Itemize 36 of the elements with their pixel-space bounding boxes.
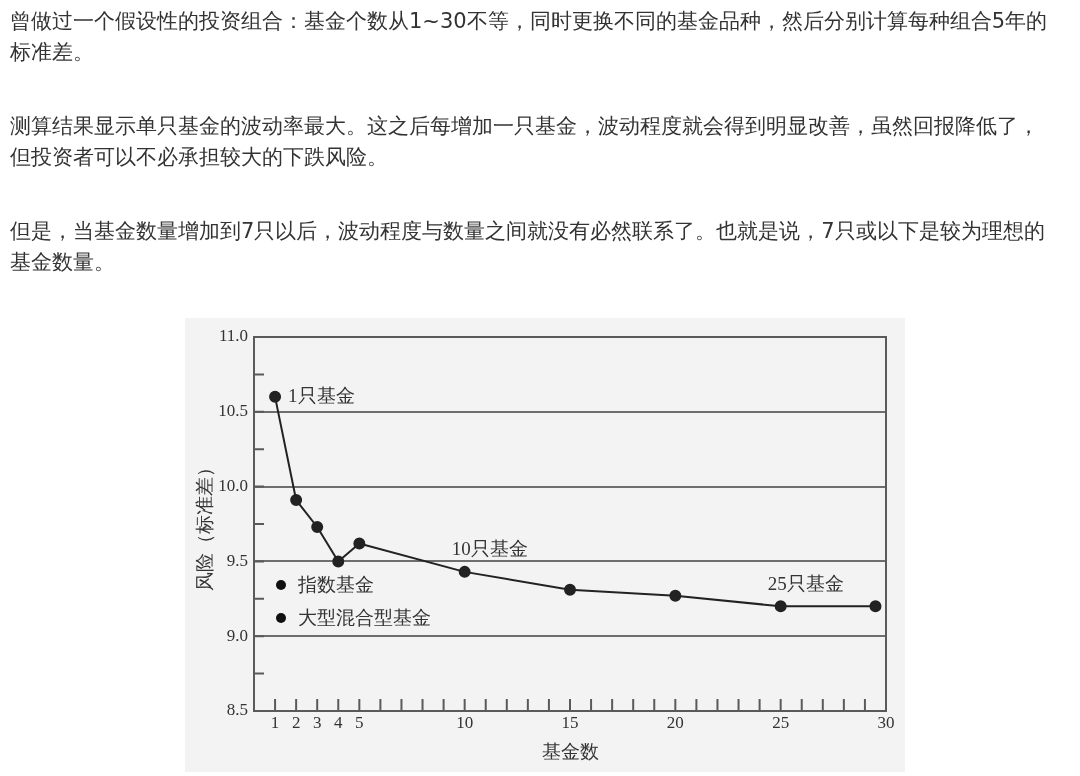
x-tick-label: 4	[334, 712, 344, 732]
y-tick-label: 10.5	[218, 401, 248, 421]
annotation: 25只基金	[767, 572, 844, 594]
x-tick-label: 20	[666, 712, 684, 732]
point	[353, 537, 366, 550]
x-tick-label: 2	[291, 712, 301, 732]
x-tick-label: 3	[312, 712, 322, 732]
x-tick-label: 30	[877, 712, 895, 732]
x-tick-label: 15	[561, 712, 579, 732]
y-tick-label: 9.0	[226, 625, 248, 645]
x-tick-label: 1	[270, 712, 280, 732]
point	[564, 583, 576, 596]
point	[311, 520, 324, 533]
x-tick-label: 10	[456, 712, 474, 732]
annotation: 大型混合型基金	[298, 605, 431, 630]
point	[269, 390, 282, 403]
x-axis-title: 基金数	[541, 740, 599, 762]
annotation: 指数基金	[298, 572, 374, 597]
y-axis-title: 风险（标准差）	[194, 457, 216, 591]
x-tick-label: 5	[355, 712, 364, 732]
chart-subtitle: 测算结果显示单只基金的波动率最大。这之后每增加一只基金，波动程度就会得到明显改善，虽然回报降低了，但投资者可以不必承担较大的下跌风险。	[10, 113, 1040, 171]
y-tick-label: 9.5	[226, 550, 248, 570]
point	[332, 555, 345, 568]
annotation: 10只基金	[451, 538, 528, 560]
chart-title: 曾做过一个假设性的投资组合：基金个数从1~30不等，同时更换不同的基金品种，然后分别计算每种组合5年的标准差。	[10, 8, 1049, 66]
point	[774, 600, 787, 613]
y-tick-label: 11.0	[218, 326, 248, 346]
annotation: 1只基金	[288, 384, 355, 406]
point	[669, 589, 682, 602]
text: 但是，当基金数量增加到7只以后，波动程度与数量之间就没有必然联系了。也就是说，7只或以下是较为理想的基金数量。	[10, 218, 1046, 276]
y-tick-label: 8.5	[226, 700, 248, 720]
y-tick-label: 10.0	[218, 476, 248, 496]
point	[458, 565, 471, 578]
point	[869, 600, 882, 613]
point	[290, 494, 303, 507]
x-tick-label: 25	[772, 712, 790, 732]
